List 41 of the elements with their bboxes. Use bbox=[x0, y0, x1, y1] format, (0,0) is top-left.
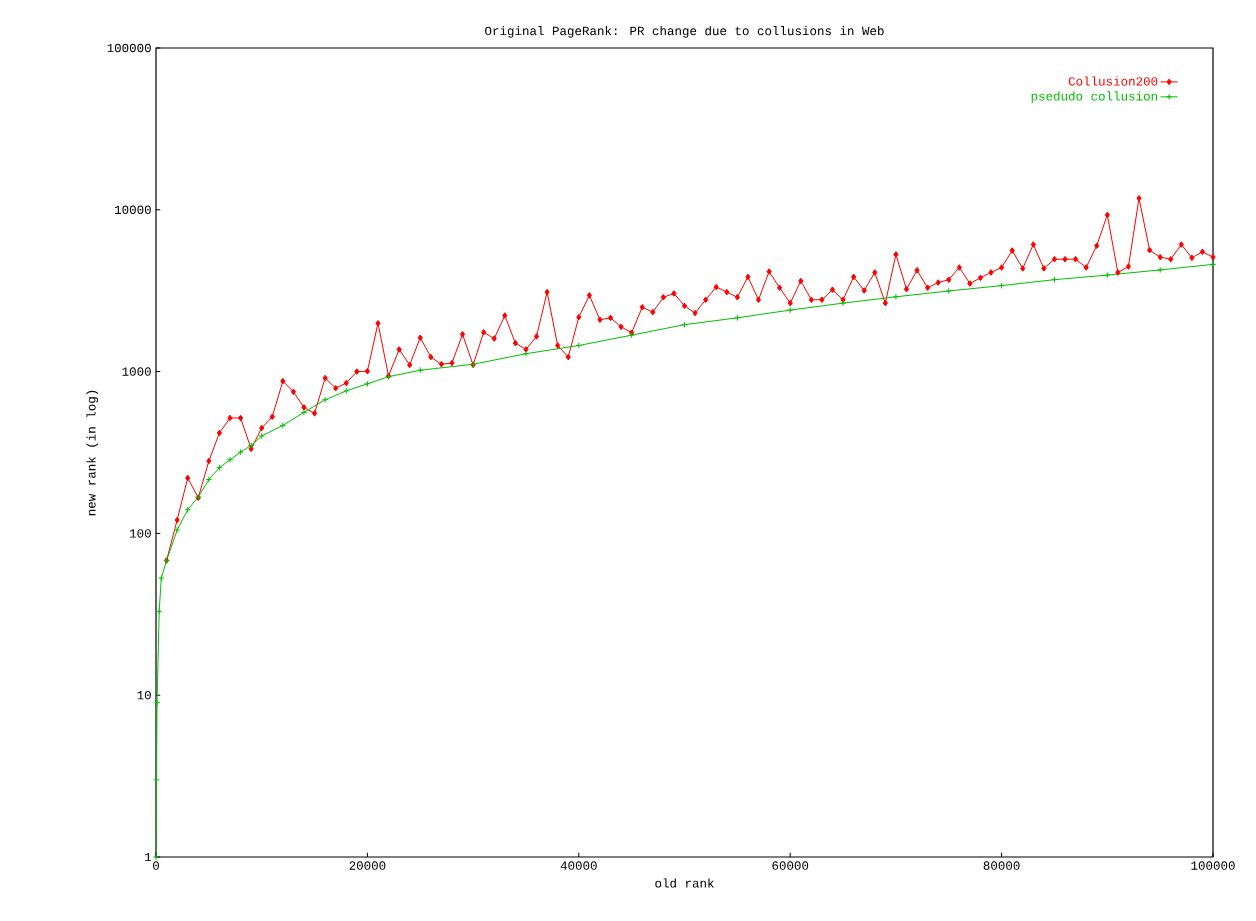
legend-label: Collusion200 bbox=[1068, 76, 1158, 86]
point bbox=[247, 442, 255, 449]
x-tick-label: 100000 bbox=[1191, 861, 1235, 870]
point bbox=[945, 287, 953, 295]
x-axis-title: old rank bbox=[655, 878, 714, 888]
point bbox=[158, 574, 165, 582]
x-tick-label: 60000 bbox=[772, 861, 809, 870]
point bbox=[892, 293, 900, 301]
y-tick-label: 1 bbox=[145, 852, 152, 862]
point bbox=[258, 432, 265, 440]
point bbox=[153, 699, 161, 706]
point bbox=[173, 526, 181, 534]
y-tick-label: 100 bbox=[130, 529, 151, 538]
point bbox=[321, 396, 329, 404]
point bbox=[342, 387, 350, 395]
point bbox=[155, 608, 163, 615]
point bbox=[364, 380, 371, 388]
y-tick-label: 100000 bbox=[107, 43, 151, 53]
chart-title: Original PageRank: PR change due to collusions in Web bbox=[485, 26, 884, 38]
point bbox=[734, 314, 741, 322]
x-tick-label: 0 bbox=[153, 861, 159, 870]
point bbox=[226, 456, 234, 464]
point bbox=[279, 422, 287, 429]
point bbox=[1156, 266, 1164, 274]
point bbox=[300, 409, 308, 416]
legend-label: psedudo collusion bbox=[1031, 91, 1157, 104]
point bbox=[205, 476, 213, 483]
x-tick-label: 80000 bbox=[983, 861, 1020, 870]
x-tick-label: 40000 bbox=[560, 861, 597, 870]
y-tick-label: 1000 bbox=[122, 367, 151, 376]
point bbox=[575, 342, 583, 349]
point bbox=[1104, 271, 1111, 279]
y-tick-label: 10000 bbox=[115, 205, 151, 215]
x-tick-label: 20000 bbox=[349, 861, 386, 870]
point bbox=[237, 448, 244, 456]
point bbox=[416, 366, 424, 374]
y-tick-label: 10 bbox=[137, 690, 151, 700]
y-axis-title: new rank (in log) bbox=[86, 390, 99, 516]
point bbox=[786, 306, 794, 314]
point bbox=[522, 350, 530, 357]
point bbox=[184, 506, 191, 514]
